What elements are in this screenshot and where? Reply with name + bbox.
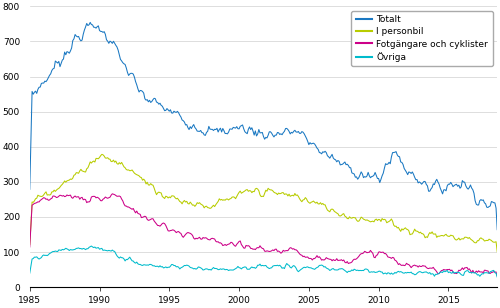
I personbil (27, 243, 33, 246)
I personbil (124, 168, 130, 172)
I personbil (400, 228, 406, 232)
Totalt (87, 21, 93, 24)
Övriga (49, 250, 55, 254)
Övriga (400, 271, 406, 275)
Övriga (124, 258, 130, 261)
Totalt (494, 228, 500, 232)
Line: Övriga: Övriga (30, 246, 497, 277)
Övriga (494, 275, 500, 279)
Fotgängare och cyklister (124, 205, 130, 209)
Fotgängare och cyklister (177, 231, 183, 235)
Fotgängare och cyklister (27, 245, 33, 249)
I personbil (49, 190, 55, 194)
Legend: Totalt, I personbil, Fotgängare och cyklister, Övriga: Totalt, I personbil, Fotgängare och cykl… (351, 11, 492, 66)
Fotgängare och cyklister (110, 192, 116, 196)
Totalt (188, 127, 194, 130)
Övriga (232, 267, 238, 270)
Line: Totalt: Totalt (30, 22, 497, 230)
Totalt (27, 188, 33, 191)
I personbil (188, 202, 194, 205)
Övriga (188, 266, 194, 270)
Line: I personbil: I personbil (30, 154, 497, 252)
Övriga (177, 267, 183, 271)
Fotgängare och cyklister (188, 232, 194, 236)
I personbil (232, 197, 238, 201)
I personbil (177, 200, 183, 203)
Totalt (400, 163, 406, 166)
Totalt (232, 126, 238, 130)
I personbil (494, 250, 500, 253)
Fotgängare och cyklister (232, 244, 238, 248)
Fotgängare och cyklister (400, 263, 406, 267)
Totalt (177, 113, 183, 117)
Övriga (88, 244, 94, 248)
Totalt (49, 69, 55, 72)
Övriga (27, 271, 33, 275)
Fotgängare och cyklister (494, 274, 500, 278)
Line: Fotgängare och cyklister: Fotgängare och cyklister (30, 194, 497, 276)
Totalt (124, 71, 130, 74)
Fotgängare och cyklister (49, 197, 55, 200)
I personbil (99, 152, 105, 156)
